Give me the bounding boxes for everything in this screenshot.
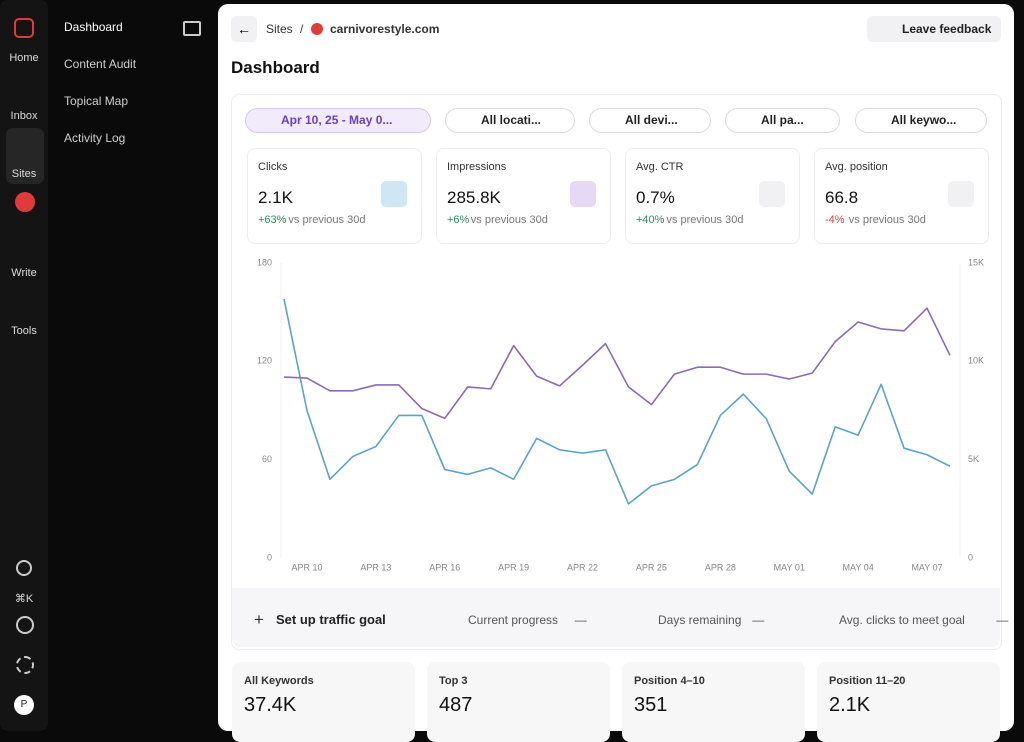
avatar[interactable]: P: [14, 695, 34, 715]
goal-value: —: [996, 613, 1009, 627]
rail-item[interactable]: Tools: [11, 325, 37, 337]
plus-icon[interactable]: +: [254, 610, 264, 629]
settings-icon[interactable]: [16, 656, 34, 674]
rail-item[interactable]: Home: [9, 52, 39, 64]
feedback-button[interactable]: Leave feedback: [867, 16, 1001, 42]
back-button[interactable]: ←: [231, 16, 257, 42]
metric-label: Avg. CTR: [636, 161, 684, 173]
metric-change: +63%: [258, 214, 287, 226]
keyword-card[interactable]: [427, 662, 610, 742]
goal-value: —: [574, 613, 587, 627]
goal-action[interactable]: Set up traffic goal: [276, 612, 386, 627]
rail-active: [6, 128, 44, 184]
keyword-value: 37.4K: [244, 694, 297, 716]
metric-note: vs previous 30d: [666, 214, 744, 226]
keyword-value: 2.1K: [829, 694, 871, 716]
goal-bar: [232, 588, 1000, 647]
logo[interactable]: [14, 18, 34, 38]
rail-item[interactable]: Sites: [11, 168, 37, 180]
metric-change: +40%: [636, 214, 665, 226]
visibility-toggle[interactable]: [948, 181, 974, 207]
page-title: Dashboard: [231, 58, 320, 77]
metric-value: 0.7%: [636, 188, 675, 207]
metric-label: Clicks: [258, 161, 288, 173]
site-icon[interactable]: [15, 192, 35, 212]
keyword-label: Top 3: [439, 675, 468, 687]
metric-note: vs previous 30d: [288, 214, 366, 226]
filter[interactable]: All pa...: [725, 108, 840, 133]
metric-note: vs previous 30d: [848, 214, 926, 226]
metric-label: Impressions: [447, 161, 507, 173]
keyword-card[interactable]: [232, 662, 415, 742]
visibility-toggle[interactable]: [759, 181, 785, 207]
nav-item[interactable]: Activity Log: [64, 131, 126, 145]
keyword-card[interactable]: [817, 662, 1000, 742]
filter[interactable]: All devi...: [589, 108, 711, 133]
date-filter[interactable]: Apr 10, 25 - May 0...: [245, 108, 431, 133]
breadcrumb[interactable]: Sites: [266, 22, 293, 36]
keyword-value: 487: [439, 694, 473, 716]
nav-item[interactable]: Dashboard: [64, 20, 123, 34]
visibility-toggle[interactable]: [381, 181, 407, 207]
icon-rail: [0, 0, 48, 731]
filter[interactable]: All keywo...: [855, 108, 987, 133]
site-icon: [311, 23, 323, 35]
search-icon[interactable]: [16, 560, 32, 576]
metric-change: -4%: [825, 214, 845, 226]
goal-label: Days remaining: [658, 613, 742, 627]
keyword-label: Position 11–20: [829, 675, 906, 687]
visibility-toggle[interactable]: [570, 181, 596, 207]
collapse-icon[interactable]: [183, 21, 201, 36]
keyword-card[interactable]: [622, 662, 805, 742]
goal-label: Avg. clicks to meet goal: [839, 613, 965, 627]
help-icon[interactable]: [16, 616, 34, 634]
metric-card[interactable]: [814, 148, 989, 244]
keyword-value: 351: [634, 694, 668, 716]
rail-item[interactable]: Inbox: [10, 110, 38, 122]
metric-change: +6%: [447, 214, 470, 226]
nav-item[interactable]: Content Audit: [64, 57, 137, 71]
metric-note: vs previous 30d: [470, 214, 548, 226]
nav-item[interactable]: Topical Map: [64, 94, 129, 108]
metric-value: 285.8K: [447, 188, 501, 207]
metric-value: 2.1K: [258, 188, 293, 207]
rail-item[interactable]: Write: [11, 267, 37, 279]
keyword-label: Position 4–10: [634, 675, 705, 687]
goal-label: Current progress: [468, 613, 559, 627]
breadcrumb[interactable]: carnivorestyle.com: [330, 22, 440, 36]
metric-label: Avg. position: [825, 161, 888, 173]
keyword-label: All Keywords: [244, 675, 314, 687]
metric-value: 66.8: [825, 188, 859, 207]
goal-value: —: [752, 613, 765, 627]
shortcut: ⌘K: [14, 593, 34, 605]
breadcrumb-sep: /: [300, 22, 304, 36]
filter[interactable]: All locati...: [445, 108, 575, 133]
